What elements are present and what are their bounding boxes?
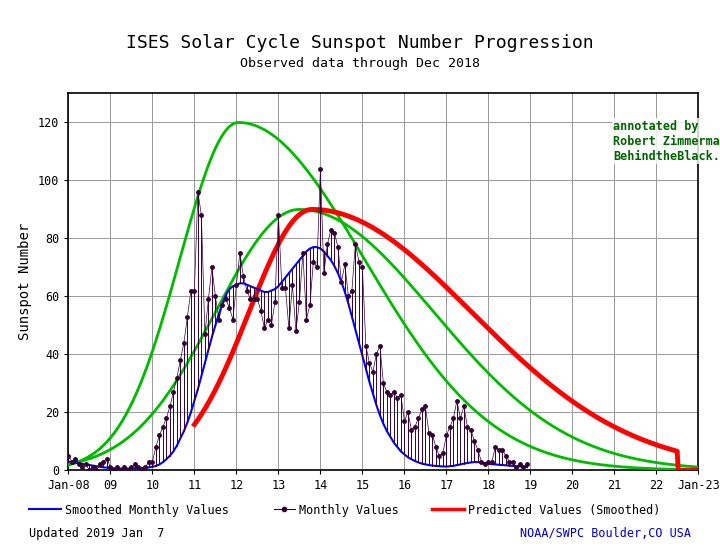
Text: ISES Solar Cycle Sunspot Number Progression: ISES Solar Cycle Sunspot Number Progress… (126, 34, 594, 52)
Text: Updated 2019 Jan  7: Updated 2019 Jan 7 (29, 527, 164, 540)
Text: annotated by
Robert Zimmerman
BehindtheBlack.com: annotated by Robert Zimmerman BehindtheB… (613, 120, 720, 163)
Text: Monthly Values: Monthly Values (299, 504, 399, 517)
Text: NOAA/SWPC Boulder,CO USA: NOAA/SWPC Boulder,CO USA (520, 527, 691, 540)
Text: Observed data through Dec 2018: Observed data through Dec 2018 (240, 57, 480, 70)
Text: Smoothed Monthly Values: Smoothed Monthly Values (65, 504, 229, 517)
Y-axis label: Sunspot Number: Sunspot Number (19, 223, 32, 340)
Text: Predicted Values (Smoothed): Predicted Values (Smoothed) (468, 504, 660, 517)
